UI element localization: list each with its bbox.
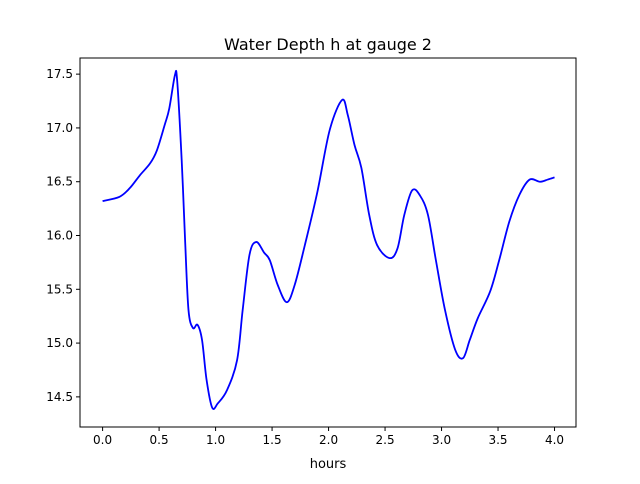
x-tick-label: 0.0 bbox=[93, 433, 112, 447]
x-tick-label: 2.5 bbox=[376, 433, 395, 447]
x-tick-label: 4.0 bbox=[545, 433, 564, 447]
x-tick-label: 3.5 bbox=[488, 433, 507, 447]
y-tick-label: 16.5 bbox=[46, 175, 73, 189]
series-line-h bbox=[102, 69, 555, 410]
y-tick-label: 15.5 bbox=[46, 282, 73, 296]
x-tick-label: 1.5 bbox=[263, 433, 282, 447]
y-tick-label: 17.5 bbox=[46, 67, 73, 81]
chart-title: Water Depth h at gauge 2 bbox=[224, 35, 432, 54]
x-tick-label: 0.5 bbox=[150, 433, 169, 447]
y-tick-label: 14.5 bbox=[46, 390, 73, 404]
plot-frame bbox=[79, 57, 577, 428]
x-axis-label: hours bbox=[310, 457, 347, 472]
x-tick-label: 3.0 bbox=[432, 433, 451, 447]
y-tick-label: 16.0 bbox=[46, 229, 73, 243]
y-tick-label: 17.0 bbox=[46, 121, 73, 135]
x-tick-label: 2.0 bbox=[319, 433, 338, 447]
y-tick-label: 15.0 bbox=[46, 336, 73, 350]
x-tick-label: 1.0 bbox=[206, 433, 225, 447]
